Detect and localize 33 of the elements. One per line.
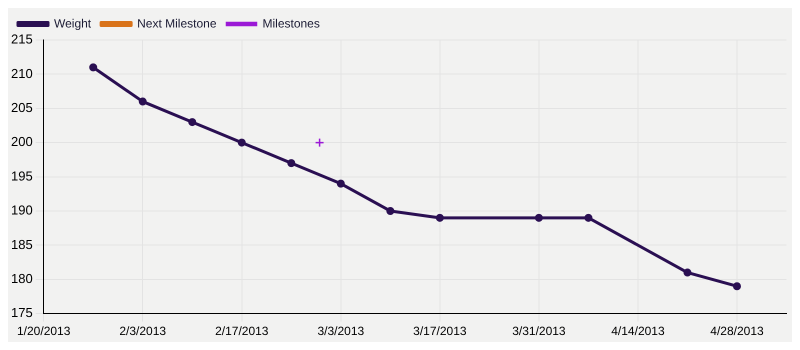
point bbox=[436, 214, 444, 222]
y-tick-label: 175 bbox=[10, 305, 33, 320]
point bbox=[386, 207, 394, 215]
y-tick-label: 210 bbox=[10, 66, 33, 81]
legend-label: Next Milestone bbox=[137, 16, 217, 30]
legend-label: Weight bbox=[54, 16, 92, 30]
x-tick-label: 3/31/2013 bbox=[512, 324, 566, 338]
x-tick-label: 4/14/2013 bbox=[611, 324, 665, 338]
point bbox=[89, 63, 98, 72]
y-tick-label: 200 bbox=[10, 134, 33, 150]
x-tick-label: 1/20/2013 bbox=[16, 324, 71, 338]
point bbox=[314, 138, 324, 148]
point bbox=[188, 118, 196, 126]
point bbox=[683, 268, 692, 277]
point bbox=[287, 159, 296, 168]
point bbox=[732, 282, 741, 290]
y-tick-label: 205 bbox=[10, 100, 33, 115]
x-tick-label: 3/17/2013 bbox=[413, 324, 467, 338]
y-tick-label: 215 bbox=[10, 32, 33, 47]
y-tick-label: 180 bbox=[10, 270, 33, 286]
point bbox=[238, 138, 246, 147]
point bbox=[584, 214, 592, 222]
y-tick-label: 195 bbox=[10, 168, 33, 184]
point bbox=[138, 98, 147, 106]
x-tick-label: 4/28/2013 bbox=[710, 324, 764, 338]
y-tick-label: 190 bbox=[10, 202, 33, 218]
x-tick-label: 2/3/2013 bbox=[119, 324, 166, 338]
legend-label: Milestones bbox=[262, 16, 320, 30]
x-tick-label: 2/17/2013 bbox=[215, 324, 269, 338]
x-tick-label: 3/3/2013 bbox=[317, 324, 364, 338]
point bbox=[534, 214, 543, 222]
y-tick-label: 185 bbox=[10, 236, 33, 252]
point bbox=[336, 180, 345, 188]
